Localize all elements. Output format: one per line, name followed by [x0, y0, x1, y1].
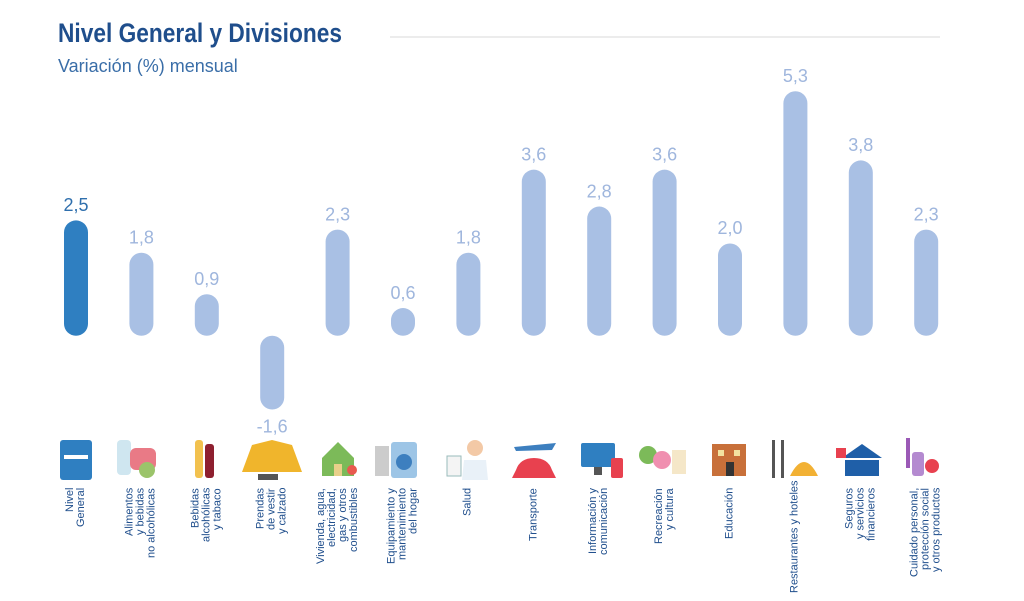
bar: [129, 252, 154, 336]
x-tick-label: Nivel General: [64, 488, 87, 528]
x-tick-label: Equipamiento y mantenimiento del hogar: [385, 488, 420, 564]
x-tick-label: Transporte: [527, 488, 540, 541]
bar: [718, 243, 742, 336]
bar: [521, 169, 546, 336]
x-tick-label: Seguros y servicios financieros: [843, 488, 878, 542]
x-tick-label: Prendas de vestir y calzado: [254, 488, 289, 535]
chart-subtitle: Variación (%) mensual: [58, 56, 238, 76]
x-tick-label: Restaurantes y hoteles: [788, 480, 801, 593]
value-label: 5,3: [783, 66, 808, 86]
value-label: -1,6: [257, 416, 288, 436]
x-tick-label: Salud: [461, 488, 474, 517]
bar: [848, 160, 873, 336]
bar: [194, 294, 219, 336]
bar: [652, 169, 677, 336]
x-tick-label: Vivienda, agua, electricidad, gas y otro…: [314, 488, 360, 564]
x-tick-label: Educación: [723, 488, 736, 540]
x-tick-label: Recreación y cultura: [652, 488, 676, 544]
value-label: 3,6: [521, 144, 546, 164]
value-label: 2,8: [587, 181, 612, 201]
x-tick-label: Cuidado personal, protección social y ot…: [908, 488, 943, 578]
bar: [914, 229, 939, 336]
value-label: 2,5: [63, 195, 88, 215]
bar: [64, 220, 88, 336]
icons: [60, 438, 939, 480]
value-label: 3,8: [848, 135, 873, 155]
value-label: 3,6: [652, 144, 677, 164]
bar: [391, 308, 415, 336]
bar: [783, 91, 808, 336]
x-tick-label: Bebidas alcohólicas y tabaco: [189, 488, 224, 543]
value-label: 2,3: [325, 204, 350, 224]
x-tick-label: Información y comunicación: [587, 488, 611, 556]
value-label: 2,3: [914, 204, 939, 224]
value-label: 0,9: [194, 269, 219, 289]
value-label: 1,8: [456, 227, 481, 247]
bar: [260, 335, 285, 410]
value-label: 1,8: [129, 227, 154, 247]
bar: [325, 229, 350, 336]
chart-title: Nivel General y Divisiones: [58, 18, 342, 48]
value-label: 2,0: [717, 218, 742, 238]
bar: [456, 252, 481, 336]
value-label: 0,6: [390, 283, 415, 303]
bar: [587, 206, 612, 336]
x-tick-label: Alimentos y bebidas no alcohólicas: [123, 488, 158, 558]
